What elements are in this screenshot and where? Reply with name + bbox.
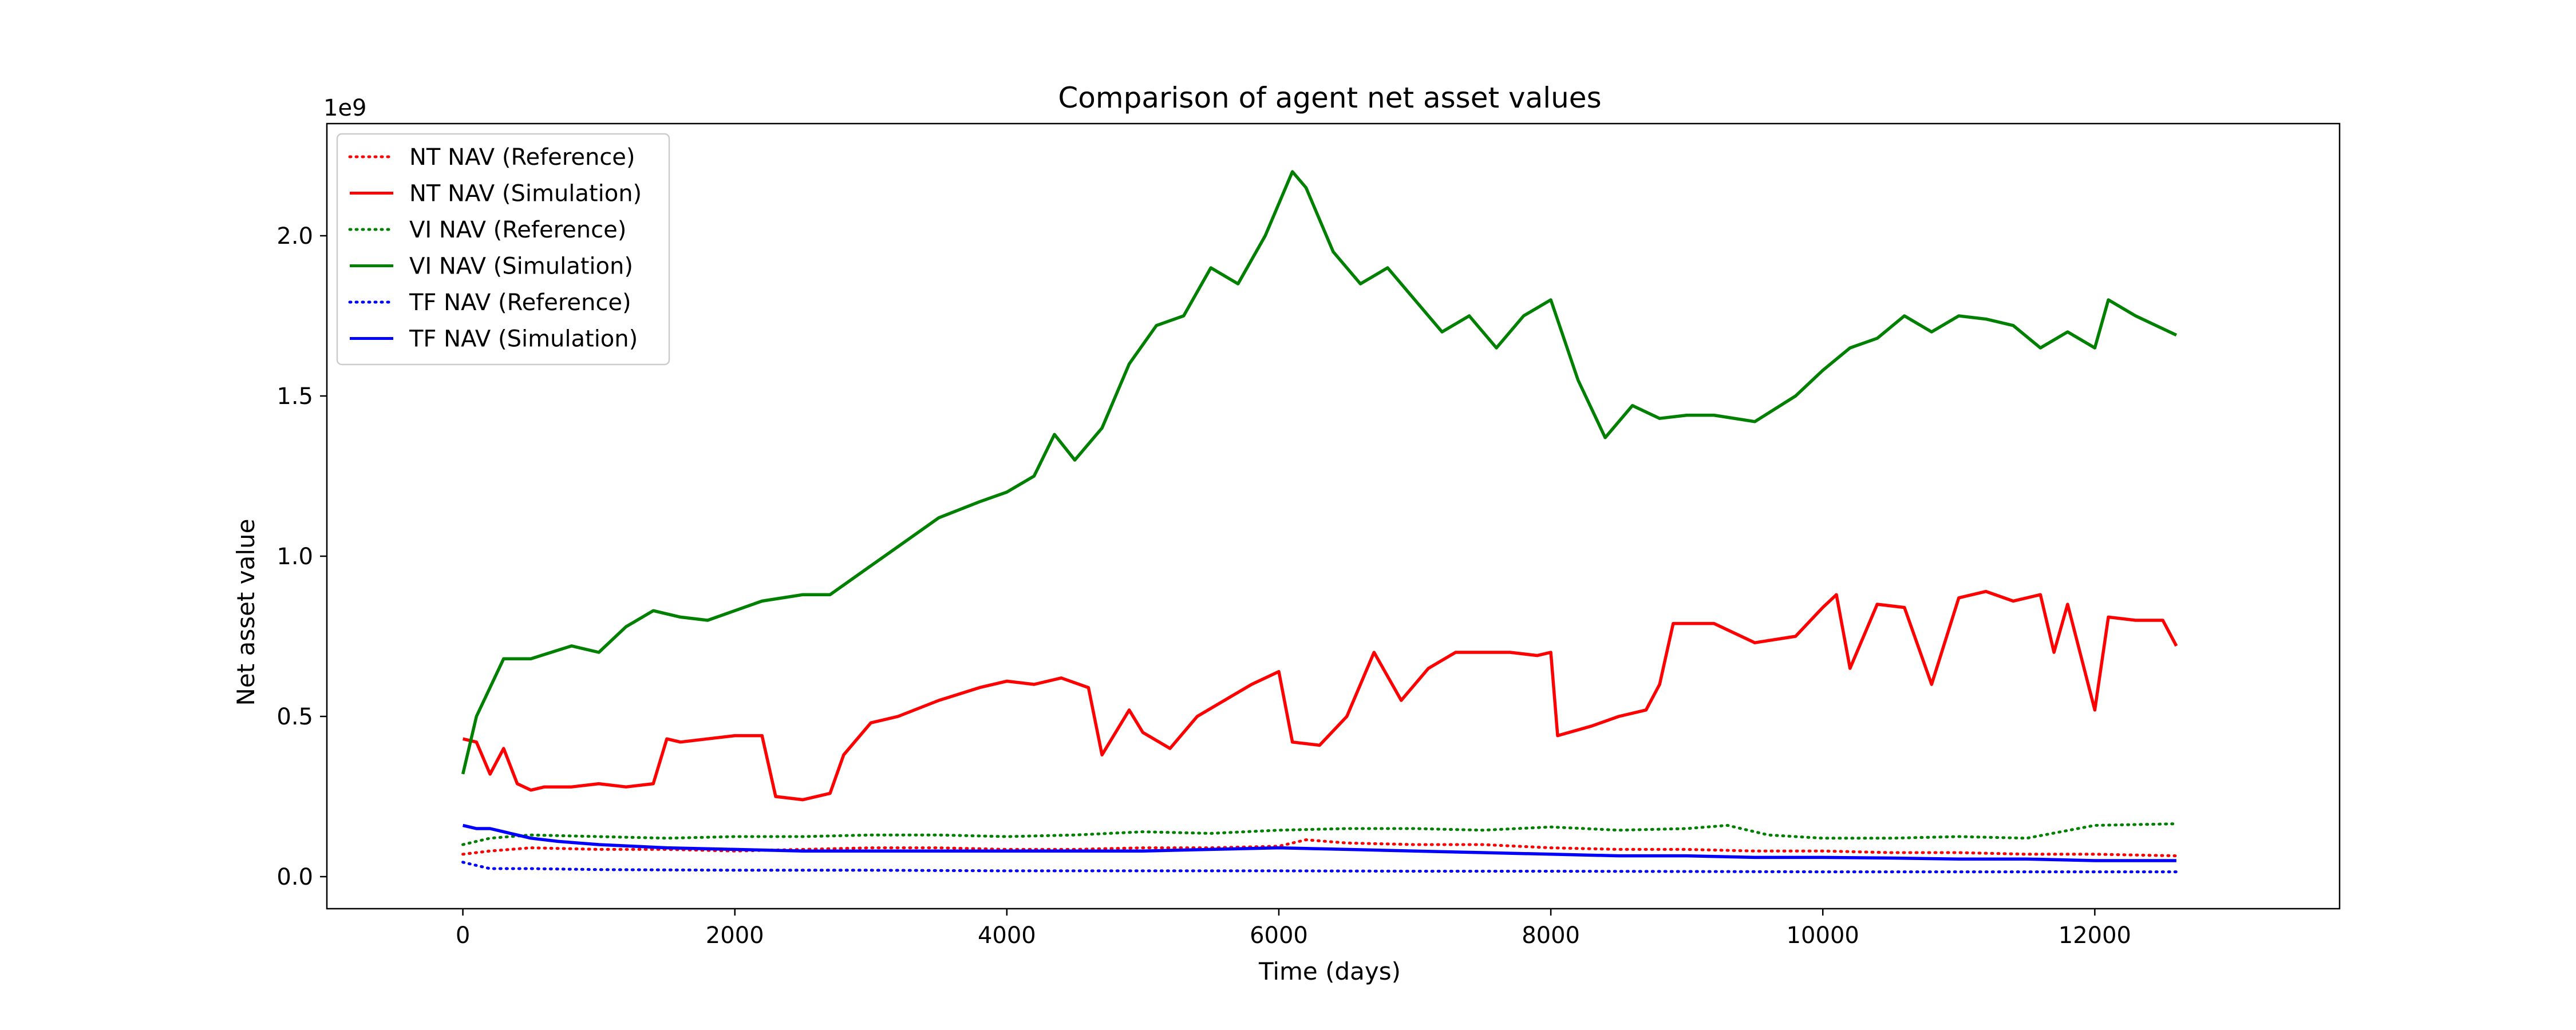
legend-label: TF NAV (Simulation) xyxy=(409,326,638,352)
y-axis-ticks: 0.0 0.5 1.0 1.5 2.0 xyxy=(276,223,327,890)
legend-box xyxy=(336,133,670,366)
series-line-0 xyxy=(461,838,2178,858)
series-layer xyxy=(461,170,2178,874)
legend-label: NT NAV (Reference) xyxy=(409,144,635,171)
legend: NT NAV (Reference) NT NAV (Simulation) VI … xyxy=(336,133,670,366)
series-line-1 xyxy=(462,589,2178,802)
x-tick-label: 8000 xyxy=(1522,922,1580,949)
legend-label: NT NAV (Simulation) xyxy=(409,181,642,207)
y-tick-label: 1.5 xyxy=(276,383,313,410)
y-axis-label: Net asset value xyxy=(232,519,260,706)
y-tick-label: 2.0 xyxy=(276,223,313,249)
x-axis-label: Time (days) xyxy=(1258,957,1401,985)
series-line-4 xyxy=(461,861,2178,874)
plot-frame xyxy=(326,122,2341,910)
legend-label: TF NAV (Reference) xyxy=(409,290,631,316)
x-tick-label: 6000 xyxy=(1250,922,1308,949)
y-tick-label: 0.0 xyxy=(276,864,313,890)
y-tick-label: 0.5 xyxy=(276,704,313,730)
x-tick-label: 2000 xyxy=(706,922,764,949)
legend-label: VI NAV (Reference) xyxy=(409,217,626,243)
legend-label: VI NAV (Simulation) xyxy=(409,253,633,280)
series-line-3 xyxy=(461,170,2178,775)
series-line-2 xyxy=(461,822,2178,846)
x-tick-label: 4000 xyxy=(978,922,1036,949)
chart-title: Comparison of agent net asset values xyxy=(1058,81,1601,114)
y-tick-label: 1.0 xyxy=(276,544,313,570)
x-tick-label: 12000 xyxy=(2059,922,2131,949)
x-axis-ticks: 0 2000 4000 6000 8000 10000 12000 xyxy=(456,909,2131,949)
x-tick-label: 10000 xyxy=(1787,922,1859,949)
y-offset-label: 1e9 xyxy=(323,95,367,121)
series-line-5 xyxy=(462,823,2176,862)
x-tick-label: 0 xyxy=(456,922,470,949)
